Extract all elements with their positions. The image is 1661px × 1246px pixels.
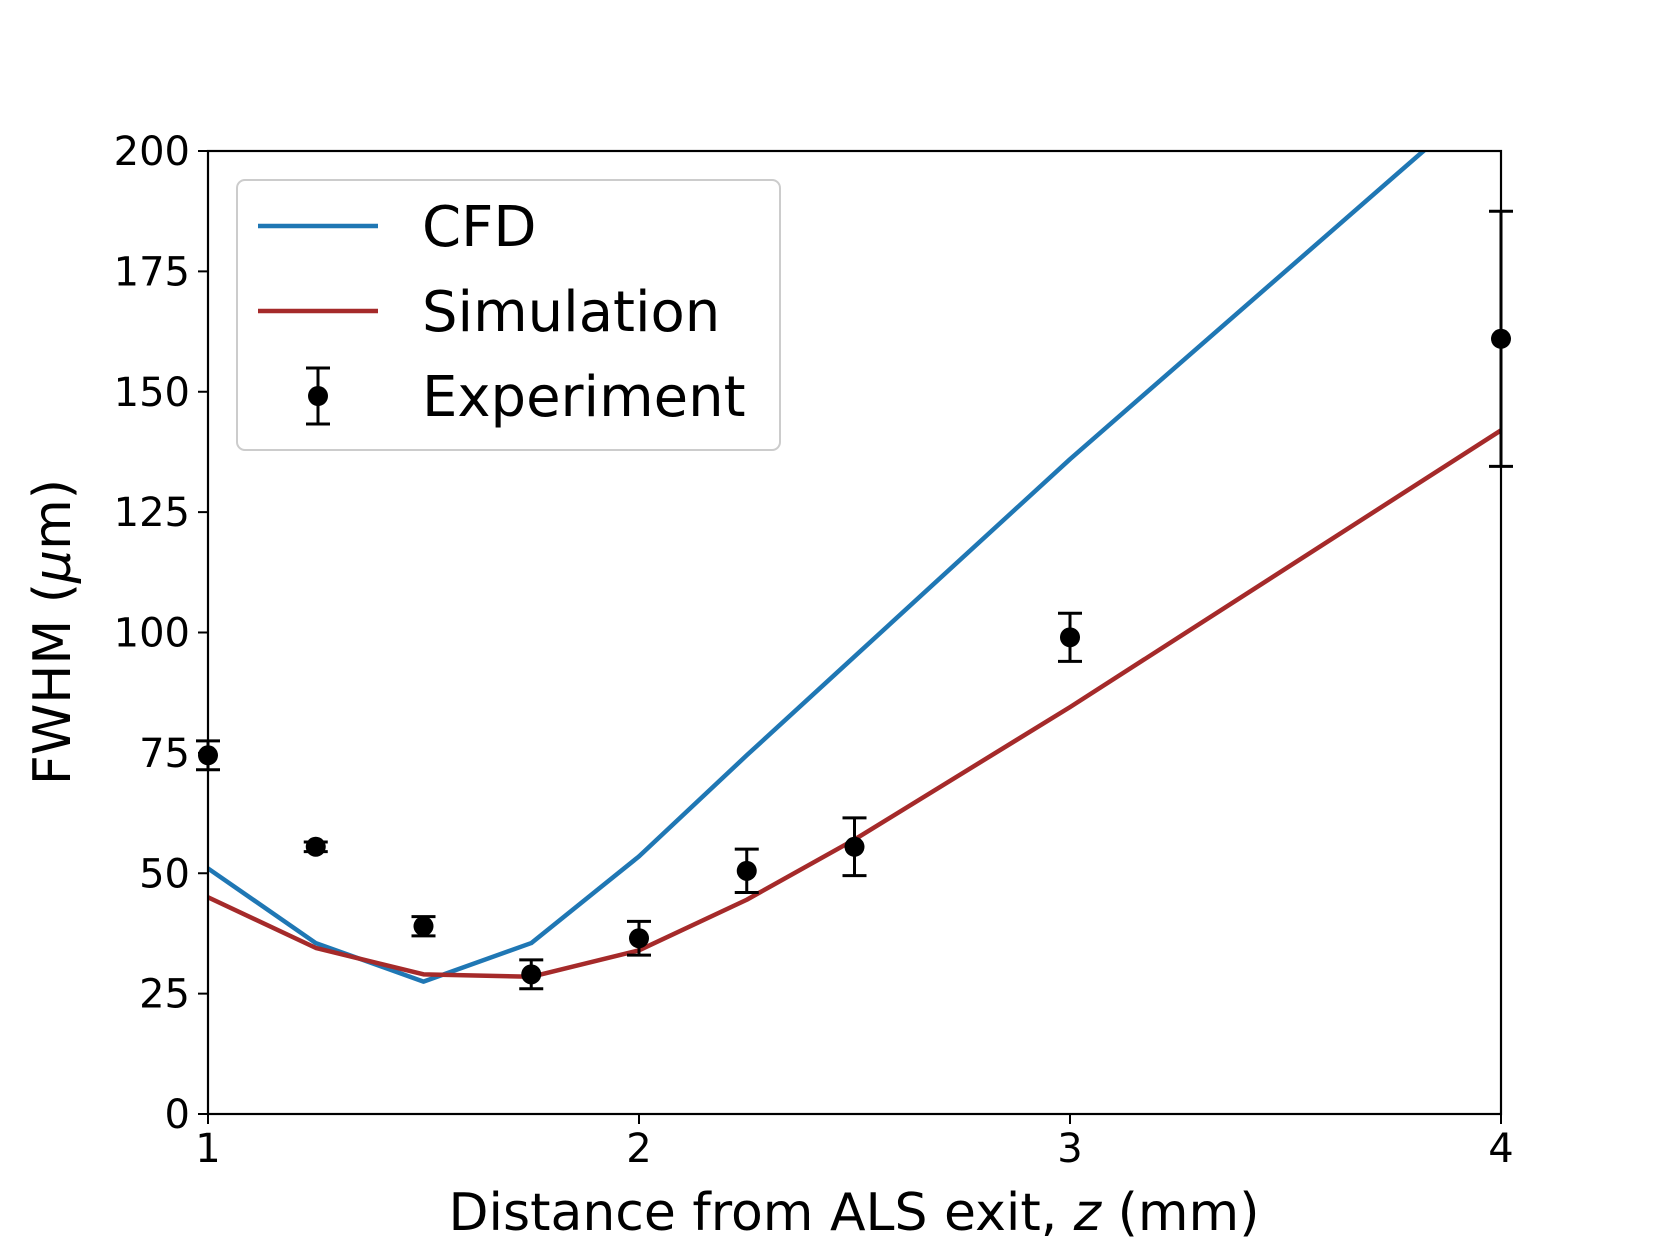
experiment-point bbox=[1058, 611, 1082, 663]
experiment-point bbox=[627, 919, 651, 957]
x-tick-label: 2 bbox=[626, 1126, 651, 1172]
x-tick-label: 4 bbox=[1488, 1126, 1513, 1172]
legend-experiment-label: Experiment bbox=[422, 365, 746, 430]
data-point-marker bbox=[629, 928, 649, 949]
y-tick-label: 100 bbox=[114, 611, 190, 657]
experiment-point bbox=[303, 836, 328, 857]
y-axis-label-prefix: FWHM ( bbox=[23, 583, 83, 785]
y-axis-label-var: μ bbox=[23, 550, 83, 584]
experiment-point bbox=[842, 816, 867, 878]
legend-marker bbox=[308, 386, 328, 406]
legend-box bbox=[236, 179, 781, 451]
axis-ticks: 1 2 3 4 0 25 50 75 100 125 150 175 200 bbox=[114, 129, 1514, 1172]
legend-experiment-marker bbox=[306, 366, 330, 426]
y-tick-label: 150 bbox=[114, 370, 190, 416]
y-tick-label: 0 bbox=[165, 1092, 190, 1138]
y-tick-label: 175 bbox=[114, 249, 190, 295]
x-tick-label: 3 bbox=[1057, 1126, 1082, 1172]
experiment-point bbox=[734, 847, 759, 895]
y-axis-label: FWHM (μm) bbox=[23, 479, 83, 785]
y-tick-label: 50 bbox=[139, 851, 190, 897]
y-tick-label: 125 bbox=[114, 490, 190, 536]
y-tick-label: 75 bbox=[139, 731, 190, 777]
data-point-marker bbox=[736, 860, 757, 881]
y-axis-label-suffix: m) bbox=[23, 479, 83, 550]
legend-simulation-label: Simulation bbox=[422, 280, 720, 345]
experiment-point bbox=[411, 915, 436, 938]
legend: CFD Simulation Experiment bbox=[236, 179, 781, 451]
x-axis-label-var: z bbox=[1073, 1183, 1103, 1243]
x-axis-label-suffix: (mm) bbox=[1101, 1183, 1259, 1243]
data-point-marker bbox=[1060, 627, 1080, 648]
x-axis-label: Distance from ALS exit, z (mm) bbox=[449, 1183, 1260, 1243]
data-point-marker bbox=[305, 836, 326, 857]
x-axis-label-prefix: Distance from ALS exit, bbox=[449, 1183, 1074, 1243]
experiment-point bbox=[519, 958, 544, 991]
data-point-marker bbox=[521, 964, 542, 985]
legend-cfd-label: CFD bbox=[422, 195, 536, 260]
x-tick-label: 1 bbox=[195, 1126, 220, 1172]
data-point-marker bbox=[413, 916, 434, 937]
y-tick-label: 25 bbox=[139, 972, 190, 1018]
y-tick-label: 200 bbox=[114, 129, 190, 175]
data-point-marker bbox=[844, 836, 865, 857]
